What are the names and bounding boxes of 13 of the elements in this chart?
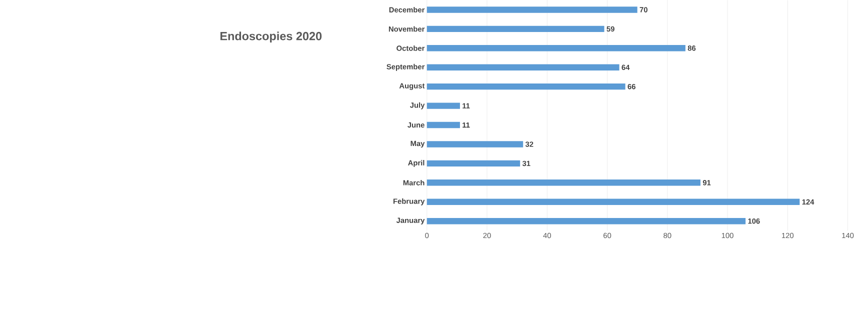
bar [426,6,638,13]
bar [426,160,520,167]
bar [426,64,620,71]
bar [426,26,604,32]
text: Endoscopies 2020 [220,32,322,43]
bar [426,122,460,128]
bar [426,102,460,110]
bar [426,141,524,148]
bar [426,218,746,224]
bar [426,45,686,52]
bar [426,180,700,186]
bar [426,198,800,206]
bar [426,84,626,90]
